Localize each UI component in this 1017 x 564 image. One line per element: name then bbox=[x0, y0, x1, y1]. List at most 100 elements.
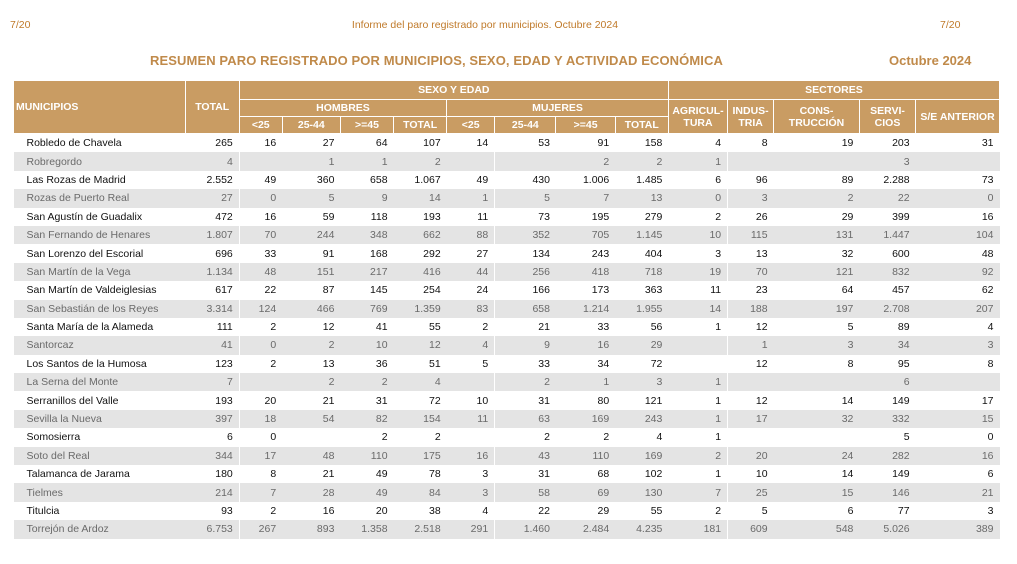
table-cell: 2 bbox=[393, 428, 447, 447]
table-cell: 89 bbox=[859, 317, 916, 337]
table-row: Talamanca de Jarama 180 8 21 49 78 3 31 68 102 1 10… bbox=[13, 465, 1000, 484]
table-cell: 154 bbox=[393, 409, 447, 429]
table-cell: 166 bbox=[494, 281, 556, 300]
table-cell: 49 bbox=[239, 170, 283, 190]
table-cell: 2.708 bbox=[859, 299, 916, 318]
table-cell: 20 bbox=[727, 446, 774, 466]
table-cell: 256 bbox=[494, 262, 556, 282]
table-cell: 17 bbox=[727, 409, 774, 429]
municipio-name: Soto del Real bbox=[13, 446, 186, 466]
table-cell: 33 bbox=[239, 244, 283, 263]
table-cell: 110 bbox=[340, 446, 394, 466]
table-cell: 23 bbox=[727, 281, 774, 300]
col-group-sexo-edad: SEXO Y EDAD bbox=[238, 80, 669, 100]
table-cell: 600 bbox=[859, 244, 916, 263]
table-cell: 36 bbox=[340, 354, 394, 374]
report-date: Octubre 2024 bbox=[889, 53, 972, 68]
col-servicios: SERVI-CIOS bbox=[858, 99, 917, 134]
table-cell: 14 bbox=[446, 133, 495, 153]
table-cell: 2 bbox=[446, 317, 495, 337]
table-cell: 3 bbox=[446, 483, 495, 502]
col-group-hombres: HOMBRES bbox=[238, 99, 448, 117]
table-row: San Martín de la Vega 1.134 48 151 217 416 44 2… bbox=[13, 262, 1000, 282]
table-cell: 291 bbox=[446, 520, 495, 539]
table-cell: 2 bbox=[555, 428, 616, 447]
table-cell: 83 bbox=[446, 299, 495, 318]
table-cell: 195 bbox=[555, 207, 616, 226]
table-cell: 244 bbox=[282, 225, 341, 245]
table-cell: 4 bbox=[393, 373, 447, 392]
table-cell: 4 bbox=[668, 133, 728, 153]
table-cell: 7 bbox=[668, 483, 728, 502]
table-cell: 10 bbox=[727, 465, 774, 484]
col-agricultura: AGRICUL-TURA bbox=[667, 99, 729, 134]
table-cell: 2 bbox=[668, 446, 728, 466]
table-cell bbox=[446, 152, 495, 171]
table-cell: 29 bbox=[615, 336, 669, 355]
table-cell: 15 bbox=[773, 483, 860, 502]
table-cell: 1 bbox=[340, 152, 394, 171]
table-cell: 472 bbox=[185, 207, 240, 226]
table-cell: 769 bbox=[340, 299, 394, 318]
table-cell: 8 bbox=[773, 354, 860, 374]
municipio-name: Sevilla la Nueva bbox=[13, 409, 186, 429]
table-cell bbox=[773, 152, 860, 171]
table-cell: 2.552 bbox=[185, 170, 240, 190]
table-cell: 14 bbox=[393, 189, 447, 208]
table-cell: 466 bbox=[282, 299, 341, 318]
table-cell: 21 bbox=[282, 391, 341, 410]
table-cell: 110 bbox=[555, 446, 616, 466]
table-cell: 416 bbox=[393, 262, 447, 282]
table-cell: 5.026 bbox=[859, 520, 916, 539]
table-row: Santa María de la Alameda 111 2 12 41 55 2 21 33… bbox=[13, 317, 1000, 337]
table-cell: 96 bbox=[727, 170, 774, 190]
table-cell: 43 bbox=[494, 446, 556, 466]
table-cell: 2.288 bbox=[859, 170, 916, 190]
table-cell: 2.518 bbox=[393, 520, 447, 539]
municipio-name: Tielmes bbox=[13, 483, 186, 502]
table-row: La Serna del Monte 7 2 2 4 2 1 3 1 6 bbox=[13, 373, 1000, 392]
table-cell: 4 bbox=[446, 501, 495, 521]
table-cell: 16 bbox=[239, 207, 283, 226]
table-body: Robledo de Chavela 265 16 27 64 107 14 53 91 158 4… bbox=[13, 133, 1000, 539]
table-cell: 29 bbox=[555, 501, 616, 521]
table-cell: 254 bbox=[393, 281, 447, 300]
page-title: RESUMEN PARO REGISTRADO POR MUNICIPIOS, … bbox=[150, 53, 723, 68]
table-cell: 123 bbox=[185, 354, 240, 374]
table-cell: 111 bbox=[185, 317, 240, 337]
table-cell: 1.067 bbox=[393, 170, 447, 190]
table-cell: 397 bbox=[185, 409, 240, 429]
table-cell: 2 bbox=[555, 152, 616, 171]
table-cell: 3 bbox=[773, 336, 860, 355]
table-cell: 5 bbox=[282, 189, 341, 208]
table-cell: 56 bbox=[615, 317, 669, 337]
table-cell: 77 bbox=[859, 501, 916, 521]
table-cell: 662 bbox=[393, 225, 447, 245]
table-row: San Fernando de Henares 1.807 70 244 348 662 8… bbox=[13, 225, 1000, 245]
table-cell: 3 bbox=[668, 244, 728, 263]
table-cell: 4 bbox=[915, 317, 1000, 337]
table-cell: 13 bbox=[727, 244, 774, 263]
table-cell: 332 bbox=[859, 409, 916, 429]
table-cell: 5 bbox=[773, 317, 860, 337]
table-cell: 0 bbox=[239, 189, 283, 208]
table-cell: 0 bbox=[668, 189, 728, 208]
table-cell: 10 bbox=[340, 336, 394, 355]
table-cell: 5 bbox=[494, 189, 556, 208]
table-cell bbox=[915, 152, 1000, 171]
municipio-name: San Agustín de Guadalix bbox=[13, 207, 186, 226]
table-row: San Lorenzo del Escorial 696 33 91 168 292 27 1… bbox=[13, 244, 1000, 263]
table-cell: 21 bbox=[915, 483, 1000, 502]
table-cell: 34 bbox=[859, 336, 916, 355]
table-cell: 48 bbox=[915, 244, 1000, 263]
table-cell: 12 bbox=[727, 391, 774, 410]
table-cell: 1.460 bbox=[494, 520, 556, 539]
table-cell: 151 bbox=[282, 262, 341, 282]
table-cell: 3 bbox=[915, 336, 1000, 355]
report-header: Informe del paro registrado por municipi… bbox=[351, 19, 619, 31]
table-cell bbox=[446, 373, 495, 392]
municipio-name: Rozas de Puerto Real bbox=[13, 189, 186, 208]
table-cell: 1 bbox=[446, 189, 495, 208]
table-cell: 705 bbox=[555, 225, 616, 245]
table-cell: 5 bbox=[859, 428, 916, 447]
